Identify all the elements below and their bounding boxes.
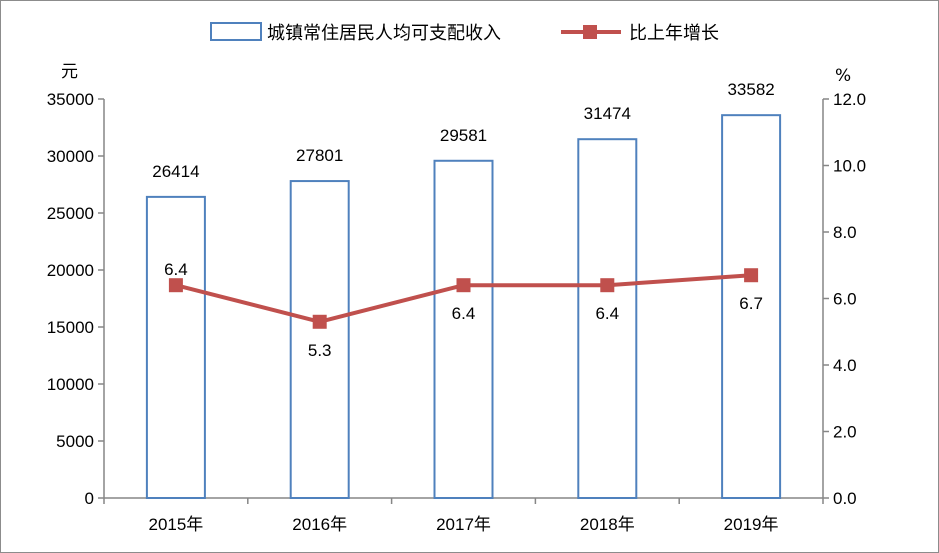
bar-series [145, 114, 782, 500]
income-bar-label: 31474 [584, 104, 631, 123]
right-tick-label: 0.0 [833, 489, 857, 508]
right-tick-label: 2.0 [833, 423, 857, 442]
left-tick-label: 35000 [47, 90, 94, 109]
x-category-label: 2016年 [292, 515, 347, 534]
growth-point [600, 278, 615, 293]
left-tick-label: 15000 [47, 318, 94, 337]
line-value-labels: 6.4 5.3 6.4 6.4 6.7 [164, 260, 763, 360]
right-tick-label: 10.0 [833, 157, 866, 176]
x-category-label: 2018年 [580, 515, 635, 534]
legend-bar-label: 城镇常住居民人均可支配收入 [267, 23, 501, 44]
x-category-label: 2019年 [724, 515, 779, 534]
line-series [168, 268, 759, 329]
income-bar-label: 33582 [727, 80, 774, 99]
growth-point [456, 278, 471, 293]
left-tick-label: 10000 [47, 375, 94, 394]
right-tick-label: 4.0 [833, 356, 857, 375]
growth-point-label: 6.4 [595, 304, 619, 323]
growth-point-label: 6.4 [452, 304, 476, 323]
x-category-label: 2017年 [436, 515, 491, 534]
legend: 城镇常住居民人均可支配收入 比上年增长 [210, 22, 719, 44]
right-axis-unit: % [835, 66, 851, 86]
growth-point-label: 5.3 [308, 341, 332, 360]
income-bar-label: 26414 [152, 162, 199, 181]
x-axis-ticks: 2015年 2016年 2017年 2018年 2019年 [103, 498, 824, 534]
growth-point-label: 6.7 [739, 294, 763, 313]
income-bar [145, 195, 206, 499]
left-tick-label: 20000 [47, 261, 94, 280]
income-bar-label: 27801 [296, 146, 343, 165]
left-axis-ticks: 0 5000 10000 15000 20000 25000 30000 35000 [47, 90, 104, 508]
right-tick-label: 12.0 [833, 90, 866, 109]
income-bar [577, 138, 638, 499]
left-tick-label: 30000 [47, 147, 94, 166]
income-bar-label: 29581 [440, 126, 487, 145]
growth-point [312, 314, 327, 329]
right-tick-label: 6.0 [833, 290, 857, 309]
bar-value-labels: 26414 27801 29581 31474 33582 [152, 80, 774, 181]
income-bar [289, 180, 350, 499]
income-bar [433, 159, 494, 499]
growth-point [168, 278, 183, 293]
growth-point-label: 6.4 [164, 260, 188, 279]
income-bar [721, 114, 782, 500]
right-tick-label: 8.0 [833, 223, 857, 242]
left-tick-label: 25000 [47, 204, 94, 223]
x-category-label: 2015年 [148, 515, 203, 534]
growth-point [744, 268, 759, 283]
legend-line-label: 比上年增长 [629, 23, 719, 44]
left-tick-label: 5000 [56, 432, 94, 451]
legend-bar-swatch [210, 22, 262, 41]
left-tick-label: 0 [85, 489, 94, 508]
right-axis-ticks: 0.0 2.0 4.0 6.0 8.0 10.0 12.0 [823, 90, 866, 508]
legend-line-marker [583, 25, 597, 39]
left-axis-unit: 元 [61, 62, 78, 82]
